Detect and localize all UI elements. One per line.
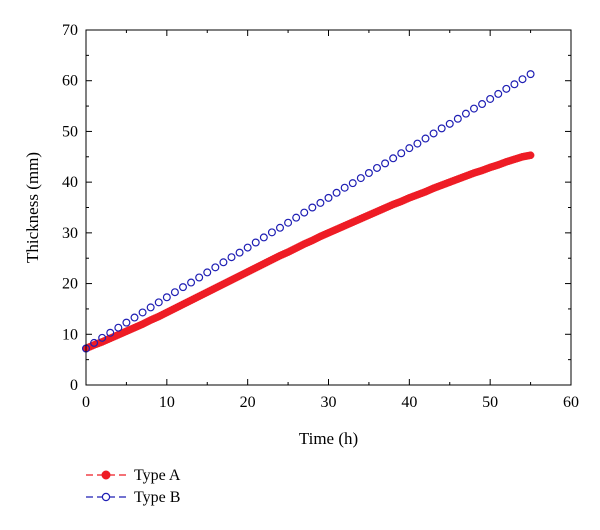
data-point	[122, 318, 131, 327]
y-tick-label: 40	[62, 174, 78, 191]
data-point	[203, 268, 212, 277]
x-axis-label: Time (h)	[299, 429, 358, 448]
data-point	[356, 174, 365, 183]
y-axis-ticks: 0 10 20 30 40 50 60 70	[62, 22, 571, 394]
legend-item: Type B	[86, 489, 180, 506]
data-point	[227, 253, 236, 262]
data-point	[348, 179, 357, 188]
x-tick-label: 10	[159, 394, 175, 411]
y-tick-label: 0	[70, 377, 78, 394]
data-point	[154, 298, 163, 307]
legend-label: Type A	[134, 467, 181, 484]
data-point	[130, 313, 139, 322]
series-type-a	[82, 151, 535, 353]
x-tick-label: 40	[401, 394, 417, 411]
data-point	[219, 258, 228, 267]
data-point	[478, 100, 487, 109]
data-point	[494, 89, 503, 98]
data-point	[340, 183, 349, 192]
x-tick-label: 0	[82, 394, 90, 411]
data-point	[146, 303, 155, 312]
data-point	[453, 114, 462, 123]
data-point	[502, 84, 511, 93]
data-point	[364, 169, 373, 178]
data-point	[162, 293, 171, 302]
data-point	[381, 159, 390, 168]
data-point	[324, 193, 333, 202]
data-point	[251, 238, 260, 247]
data-point	[526, 151, 535, 160]
data-point	[243, 243, 252, 252]
data-point	[300, 208, 309, 217]
data-point	[170, 288, 179, 297]
legend-marker	[101, 492, 111, 502]
legend-marker	[101, 470, 111, 480]
data-point	[470, 104, 479, 113]
data-point	[179, 283, 188, 292]
data-point	[138, 308, 147, 317]
data-point	[292, 213, 301, 222]
data-point	[332, 188, 341, 197]
data-point	[429, 129, 438, 138]
plot-frame	[85, 29, 572, 386]
data-point	[106, 328, 115, 337]
y-tick-label: 10	[62, 326, 78, 343]
data-point	[235, 248, 244, 257]
x-tick-label: 50	[482, 394, 498, 411]
series-layer	[81, 70, 535, 353]
data-point	[259, 233, 268, 242]
legend-item: Type A	[86, 467, 181, 484]
data-point	[195, 273, 204, 282]
legend: Type A Type B	[86, 467, 181, 506]
data-point	[526, 70, 535, 79]
data-point	[276, 223, 285, 232]
data-point	[114, 323, 123, 332]
data-point	[373, 163, 382, 172]
data-point	[486, 94, 495, 103]
data-point	[316, 198, 325, 207]
x-tick-label: 60	[563, 394, 579, 411]
y-tick-label: 20	[62, 276, 78, 293]
data-point	[187, 278, 196, 287]
data-point	[518, 75, 527, 84]
x-tick-label: 30	[321, 394, 337, 411]
data-point	[413, 139, 422, 148]
data-point	[284, 218, 293, 227]
y-tick-label: 70	[62, 22, 78, 39]
data-point	[98, 333, 107, 342]
legend-label: Type B	[134, 489, 180, 506]
data-point	[211, 263, 220, 272]
data-point	[510, 80, 519, 89]
data-point	[389, 154, 398, 163]
data-point	[90, 338, 99, 347]
y-axis-label: Thickness (mm)	[23, 152, 42, 263]
series-type-b	[81, 70, 535, 353]
data-point	[421, 134, 430, 143]
data-point	[308, 203, 317, 212]
data-point	[445, 119, 454, 128]
y-tick-label: 60	[62, 73, 78, 90]
x-tick-label: 20	[240, 394, 256, 411]
data-point	[267, 228, 276, 237]
data-point	[461, 109, 470, 118]
data-point	[405, 144, 414, 153]
data-point	[397, 149, 406, 158]
data-point	[437, 124, 446, 133]
y-tick-label: 30	[62, 225, 78, 242]
x-axis-ticks: 0 10 20 30 40 50 60	[82, 30, 579, 411]
y-tick-label: 50	[62, 123, 78, 140]
